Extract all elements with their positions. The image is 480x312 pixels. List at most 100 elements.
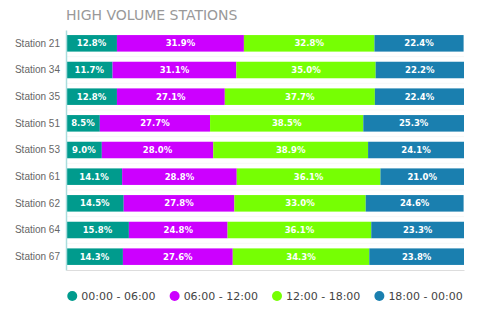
bar xyxy=(244,35,375,52)
y-tick: Station 34 xyxy=(15,64,60,75)
data-label: 12.8% xyxy=(77,38,107,48)
data-label: 24.6% xyxy=(400,198,430,208)
data-label: 25.3% xyxy=(399,118,429,128)
bar xyxy=(123,248,233,265)
bar xyxy=(66,195,124,212)
bar xyxy=(129,222,228,239)
data-label: 38.5% xyxy=(272,118,302,128)
data-label: 27.6% xyxy=(163,252,193,262)
bar xyxy=(237,168,381,185)
bar xyxy=(374,35,463,52)
bar xyxy=(66,115,100,132)
legend-label: 12:00 - 18:00 xyxy=(286,290,360,303)
data-label: 22.4% xyxy=(404,38,434,48)
y-tick-label: Station 67 xyxy=(15,251,60,262)
data-label: 38.9% xyxy=(276,145,306,155)
bar xyxy=(66,168,122,185)
y-tick: Station 21 xyxy=(15,38,60,49)
y-tick-label: Station 64 xyxy=(15,224,60,235)
data-label: 8.5% xyxy=(71,118,95,128)
bar xyxy=(100,115,210,132)
bar xyxy=(66,62,113,79)
plot: 12.8%11.7%12.8%8.5%9.0%14.1%14.5%15.8%14… xyxy=(15,31,465,271)
row-separator xyxy=(66,56,464,57)
data-label: 28.0% xyxy=(143,145,173,155)
bar xyxy=(210,115,363,132)
y-tick: Station 64 xyxy=(15,224,60,235)
data-label: 14.5% xyxy=(80,198,110,208)
data-label: 35.0% xyxy=(291,65,321,75)
data-label: 12.8% xyxy=(77,92,107,102)
bar xyxy=(233,248,370,265)
row-separator xyxy=(66,83,464,84)
bar xyxy=(234,195,365,212)
y-tick: Station 61 xyxy=(15,171,60,182)
legend-label: 18:00 - 00:00 xyxy=(388,290,462,303)
bar xyxy=(363,115,464,132)
bar xyxy=(225,88,375,105)
data-label: 31.9% xyxy=(166,38,196,48)
data-label: 27.8% xyxy=(164,198,194,208)
y-tick-label: Station 53 xyxy=(15,144,60,155)
y-axis-line xyxy=(66,31,68,271)
bar xyxy=(371,222,464,239)
bar xyxy=(380,168,464,185)
bar xyxy=(66,248,123,265)
y-tick-label: Station 51 xyxy=(15,118,60,129)
bar xyxy=(117,88,225,105)
data-labels: 12.8%11.7%12.8%8.5%9.0%14.1%14.5%15.8%14… xyxy=(71,38,437,261)
bars xyxy=(66,35,464,265)
row-separator xyxy=(66,163,464,164)
legend-marker xyxy=(374,291,384,301)
data-label: 33.0% xyxy=(285,198,315,208)
bar xyxy=(369,248,464,265)
data-label: 28.8% xyxy=(165,172,195,182)
row-separator xyxy=(66,110,464,111)
legend-marker xyxy=(272,291,282,301)
bar xyxy=(375,88,464,105)
y-tick-label: Station 35 xyxy=(15,91,60,102)
row-separator xyxy=(66,243,464,244)
y-tick: Station 53 xyxy=(15,144,60,155)
legend-label: 06:00 - 12:00 xyxy=(184,290,258,303)
data-label: 21.0% xyxy=(407,172,437,182)
data-label: 15.8% xyxy=(83,225,113,235)
data-label: 36.1% xyxy=(294,172,324,182)
legend-item: 18:00 - 00:00 xyxy=(374,290,462,303)
data-label: 9.0% xyxy=(72,145,96,155)
data-label: 36.1% xyxy=(285,225,315,235)
y-tick-label: Station 62 xyxy=(15,198,60,209)
legend: 00:00 - 06:00 06:00 - 12:00 12:00 - 18:00 1… xyxy=(67,290,463,303)
row-separator xyxy=(66,136,464,137)
chart: 12.8%11.7%12.8%8.5%9.0%14.1%14.5%15.8%14… xyxy=(0,0,480,312)
y-tick-label: Station 21 xyxy=(15,38,60,49)
y-tick: Station 35 xyxy=(15,91,60,102)
legend-label: 00:00 - 06:00 xyxy=(81,290,155,303)
bar xyxy=(213,142,368,159)
bar xyxy=(124,195,235,212)
legend-item: 06:00 - 12:00 xyxy=(170,290,258,303)
title: HIGH VOLUME STATIONS xyxy=(66,7,238,23)
bar xyxy=(368,142,464,159)
x-axis xyxy=(67,270,465,271)
row-separators xyxy=(66,57,464,244)
y-tick: Station 51 xyxy=(15,118,60,129)
bar xyxy=(113,62,237,79)
data-label: 22.4% xyxy=(405,92,435,102)
data-label: 27.1% xyxy=(156,92,186,102)
row-separator xyxy=(66,190,464,191)
row-separator xyxy=(66,216,464,217)
bar xyxy=(117,35,244,52)
data-label: 31.1% xyxy=(160,65,190,75)
series xyxy=(363,35,464,265)
data-label: 11.7% xyxy=(75,65,105,75)
y-tick-label: Station 34 xyxy=(15,64,60,75)
data-label: 34.3% xyxy=(286,252,316,262)
legend-marker xyxy=(170,291,180,301)
data-label: 23.8% xyxy=(402,252,432,262)
bar xyxy=(236,62,375,79)
bar xyxy=(228,222,372,239)
data-label: 27.7% xyxy=(140,118,170,128)
legend-item: 00:00 - 06:00 xyxy=(67,290,155,303)
y-axis: Station 21 Station 34 Station 35 Station 51… xyxy=(15,31,67,271)
